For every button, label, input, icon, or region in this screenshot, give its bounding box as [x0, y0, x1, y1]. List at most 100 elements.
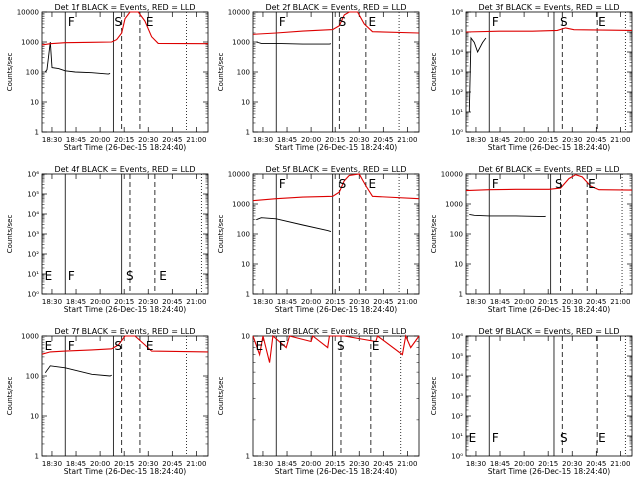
events-series-line [256, 41, 332, 45]
x-tick-label: 18:30 [466, 460, 486, 468]
panel-title: Det 4f BLACK = Events, RED = LLD [54, 165, 195, 174]
plot-frame [41, 11, 209, 133]
y-tick-label: 1000 [232, 201, 250, 209]
lld-series-line [465, 174, 633, 192]
phase-label-E: E [469, 431, 477, 445]
phase-label-F: F [279, 177, 286, 191]
phase-label-E: E [45, 269, 53, 283]
x-tick-label: 20:30 [138, 298, 158, 306]
y-tick-label: 100 [26, 373, 39, 381]
x-tick-label: 21:00 [610, 460, 630, 468]
x-tick-label: 21:00 [186, 460, 206, 468]
plot-frame [252, 11, 420, 133]
phase-label-F: F [279, 15, 286, 29]
x-tick-label: 20:15 [538, 298, 558, 306]
events-series-line [256, 217, 332, 233]
x-tick-label: 20:00 [514, 136, 534, 144]
phase-label-E: E [598, 15, 606, 29]
y-tick-label: 1 [35, 129, 39, 137]
y-axis-label: Counts/sec [6, 215, 14, 254]
phase-label-S: S [114, 339, 122, 353]
phase-label-F: F [279, 339, 286, 353]
x-axis-label: Start Time (26-Dec-15 18:24:40) [488, 467, 610, 476]
y-tick-label: 1 [246, 291, 250, 299]
y-tick-label: 10000 [441, 171, 463, 179]
y-axis-label: Counts/sec [430, 53, 438, 92]
x-tick-label: 20:45 [586, 460, 606, 468]
lld-series-line [252, 11, 420, 35]
y-tick-label: 10 [454, 261, 463, 269]
y-tick-label: 10³ [27, 231, 39, 239]
x-tick-label: 18:45 [66, 460, 86, 468]
phase-label-E: E [369, 177, 377, 191]
x-tick-label: 20:30 [349, 298, 369, 306]
phase-label-E: E [256, 339, 264, 353]
panel-title: Det 3f BLACK = Events, RED = LLD [478, 3, 619, 12]
y-axis-label: Counts/sec [217, 53, 225, 92]
x-tick-label: 20:30 [562, 460, 582, 468]
x-tick-label: 18:45 [66, 298, 86, 306]
events-series-line [44, 365, 112, 377]
phase-label-E: E [146, 15, 154, 29]
phase-label-S: S [114, 15, 122, 29]
y-tick-label: 1000 [445, 201, 463, 209]
x-tick-label: 18:45 [490, 298, 510, 306]
x-tick-label: 20:15 [114, 298, 134, 306]
x-tick-label: 18:30 [253, 298, 273, 306]
lld-series-line [252, 334, 420, 363]
y-tick-label: 1000 [21, 39, 39, 47]
x-axis-label: Start Time (26-Dec-15 18:24:40) [64, 467, 186, 476]
phase-label-S: S [126, 269, 134, 283]
lld-series-line [41, 11, 209, 46]
y-tick-label: 1000 [21, 333, 39, 341]
x-tick-label: 20:45 [162, 136, 182, 144]
y-axis-label: Counts/sec [217, 215, 225, 254]
y-tick-label: 10000 [228, 9, 250, 17]
y-tick-label: 10⁴ [451, 373, 463, 381]
y-tick-label: 10¹ [27, 271, 39, 279]
x-tick-label: 21:00 [397, 136, 417, 144]
y-tick-label: 10000 [17, 9, 39, 17]
panel-title: Det 6f BLACK = Events, RED = LLD [478, 165, 619, 174]
x-tick-label: 20:00 [90, 460, 110, 468]
plot-frame [252, 335, 420, 457]
y-tick-label: 10 [241, 99, 250, 107]
phase-label-F: F [68, 15, 75, 29]
x-tick-label: 20:45 [373, 136, 393, 144]
x-axis-label: Start Time (26-Dec-15 18:24:40) [64, 143, 186, 152]
x-tick-label: 21:00 [186, 298, 206, 306]
y-tick-label: 10⁴ [451, 49, 463, 57]
x-tick-label: 20:00 [90, 298, 110, 306]
panel-title: Det 9f BLACK = Events, RED = LLD [478, 327, 619, 336]
events-series-line [468, 36, 487, 113]
plot-frame [252, 173, 420, 295]
x-tick-label: 20:15 [325, 298, 345, 306]
x-tick-label: 20:30 [562, 136, 582, 144]
panel-title: Det 2f BLACK = Events, RED = LLD [265, 3, 406, 12]
x-tick-label: 21:00 [610, 136, 630, 144]
detector-panel-5: Det 5f BLACK = Events, RED = LLD 1 10 100 10… [217, 165, 420, 314]
phase-label-E: E [159, 269, 167, 283]
lld-series-line [465, 27, 633, 33]
y-tick-label: 10⁶ [451, 333, 463, 341]
y-tick-label: 10 [30, 413, 39, 421]
y-tick-label: 10000 [228, 171, 250, 179]
x-tick-label: 20:00 [514, 460, 534, 468]
y-tick-label: 10⁵ [451, 29, 463, 37]
plot-frame [41, 335, 209, 457]
lld-series-line [252, 173, 420, 202]
x-tick-label: 18:45 [490, 460, 510, 468]
y-tick-label: 100 [237, 231, 250, 239]
x-tick-label: 21:00 [610, 298, 630, 306]
x-tick-label: 18:30 [466, 136, 486, 144]
x-tick-label: 20:00 [301, 298, 321, 306]
phase-label-F: F [492, 431, 499, 445]
y-tick-label: 10⁶ [27, 171, 39, 179]
x-tick-label: 20:15 [325, 460, 345, 468]
x-tick-label: 20:15 [538, 136, 558, 144]
x-tick-label: 20:00 [301, 460, 321, 468]
x-tick-label: 20:15 [325, 136, 345, 144]
y-tick-label: 10³ [451, 393, 463, 401]
phase-label-E: E [598, 431, 606, 445]
